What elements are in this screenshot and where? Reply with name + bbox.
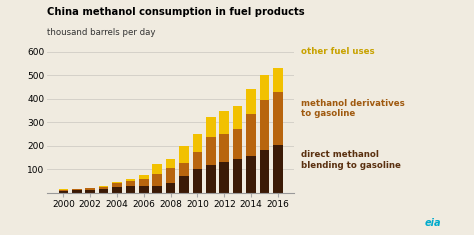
Bar [260, 150, 269, 193]
Bar [153, 164, 162, 174]
Text: methanol derivatives
to gasoline: methanol derivatives to gasoline [301, 99, 405, 118]
Bar [72, 190, 82, 193]
Bar [139, 179, 149, 186]
Bar [246, 156, 256, 193]
Bar [246, 114, 256, 156]
Text: direct methanol
blending to gasoline: direct methanol blending to gasoline [301, 150, 401, 170]
Bar [99, 189, 109, 193]
Bar [153, 174, 162, 186]
Bar [166, 168, 175, 183]
Bar [99, 187, 109, 189]
Bar [233, 106, 243, 129]
Bar [166, 159, 175, 168]
Bar [72, 189, 82, 190]
Bar [59, 189, 68, 190]
Bar [192, 134, 202, 152]
Bar [206, 137, 216, 164]
Bar [219, 162, 229, 193]
Bar [112, 183, 122, 187]
Bar [192, 169, 202, 193]
Bar [206, 118, 216, 137]
Text: other fuel uses: other fuel uses [301, 47, 374, 56]
Text: eia: eia [424, 218, 441, 228]
Bar [179, 163, 189, 176]
Bar [233, 129, 243, 159]
Bar [85, 188, 95, 190]
Bar [192, 152, 202, 169]
Text: thousand barrels per day: thousand barrels per day [47, 28, 156, 37]
Bar [273, 145, 283, 193]
Bar [126, 179, 135, 181]
Bar [112, 187, 122, 193]
Bar [126, 181, 135, 186]
Bar [206, 164, 216, 193]
Bar [273, 92, 283, 145]
Bar [179, 146, 189, 163]
Bar [99, 186, 109, 187]
Bar [112, 182, 122, 183]
Bar [59, 190, 68, 191]
Bar [126, 186, 135, 193]
Bar [59, 191, 68, 193]
Bar [273, 68, 283, 92]
Bar [166, 183, 175, 193]
Bar [153, 186, 162, 193]
Text: China methanol consumption in fuel products: China methanol consumption in fuel produ… [47, 7, 305, 17]
Bar [139, 186, 149, 193]
Bar [139, 175, 149, 179]
Bar [85, 190, 95, 193]
Bar [219, 134, 229, 162]
Bar [260, 100, 269, 150]
Bar [233, 159, 243, 193]
Bar [246, 89, 256, 114]
Bar [260, 75, 269, 100]
Bar [179, 176, 189, 193]
Bar [219, 111, 229, 134]
